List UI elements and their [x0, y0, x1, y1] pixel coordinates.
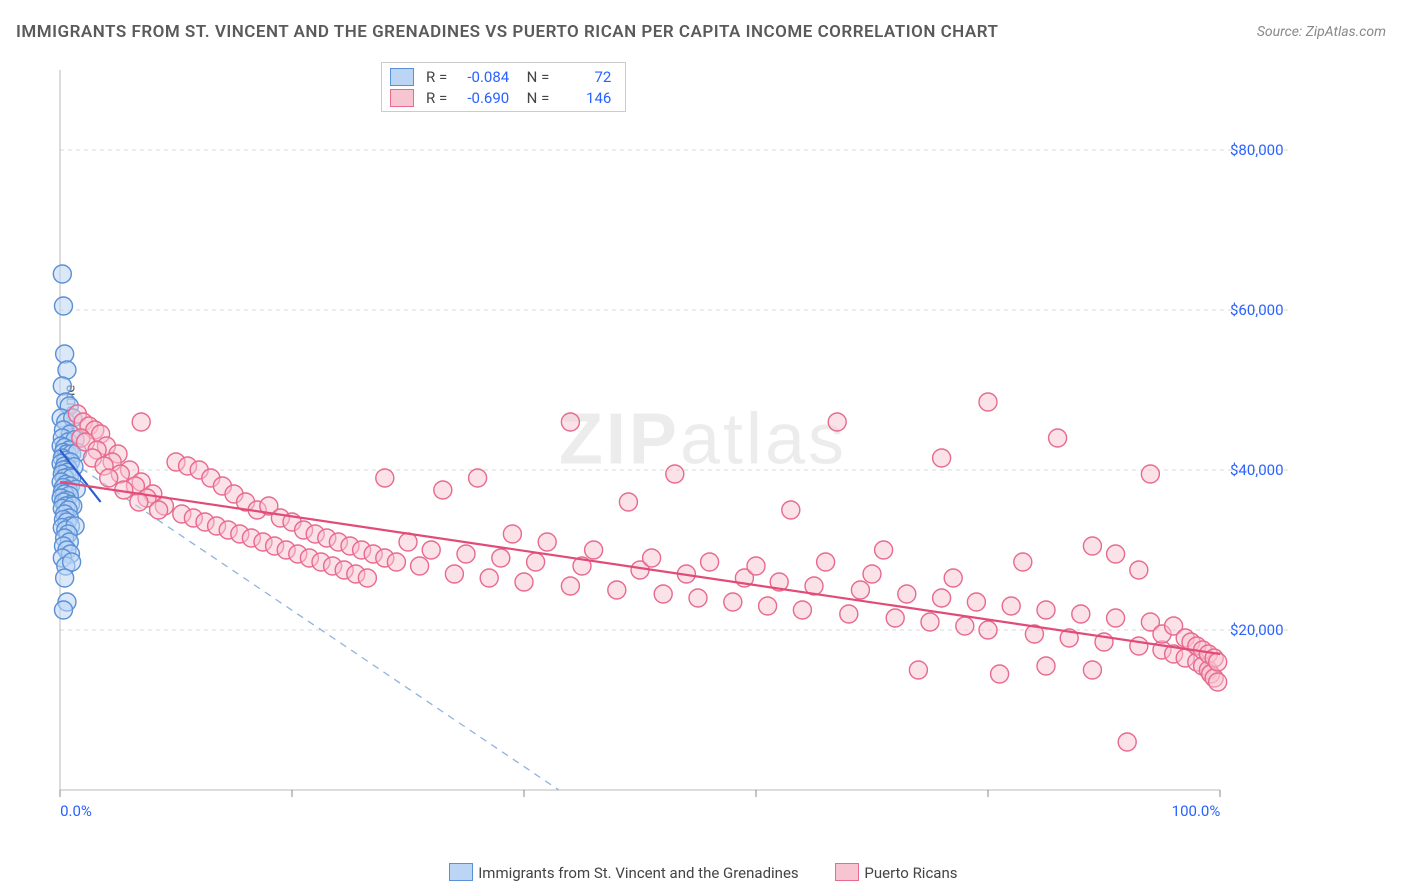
svg-text:100.0%: 100.0%: [1172, 802, 1221, 820]
chart-title: IMMIGRANTS FROM ST. VINCENT AND THE GREN…: [16, 22, 998, 42]
svg-text:$20,000: $20,000: [1230, 621, 1284, 639]
svg-text:$40,000: $40,000: [1230, 461, 1284, 479]
svg-text:0.0%: 0.0%: [60, 802, 92, 820]
series-legend: Immigrants from St. Vincent and the Gren…: [0, 863, 1406, 882]
series-pr: [68, 393, 1226, 751]
svg-text:$80,000: $80,000: [1230, 141, 1284, 159]
scatter-chart: $20,000 $40,000 $60,000 $80,000 0.0% 100.0%: [50, 60, 1310, 830]
stats-legend: R =-0.084 N =72R =-0.690 N =146: [381, 62, 626, 112]
svg-text:$60,000: $60,000: [1230, 301, 1284, 319]
legend-item: Immigrants from St. Vincent and the Gren…: [449, 864, 799, 882]
source-attribution: Source: ZipAtlas.com: [1257, 24, 1386, 40]
legend-item: Puerto Ricans: [835, 864, 958, 882]
